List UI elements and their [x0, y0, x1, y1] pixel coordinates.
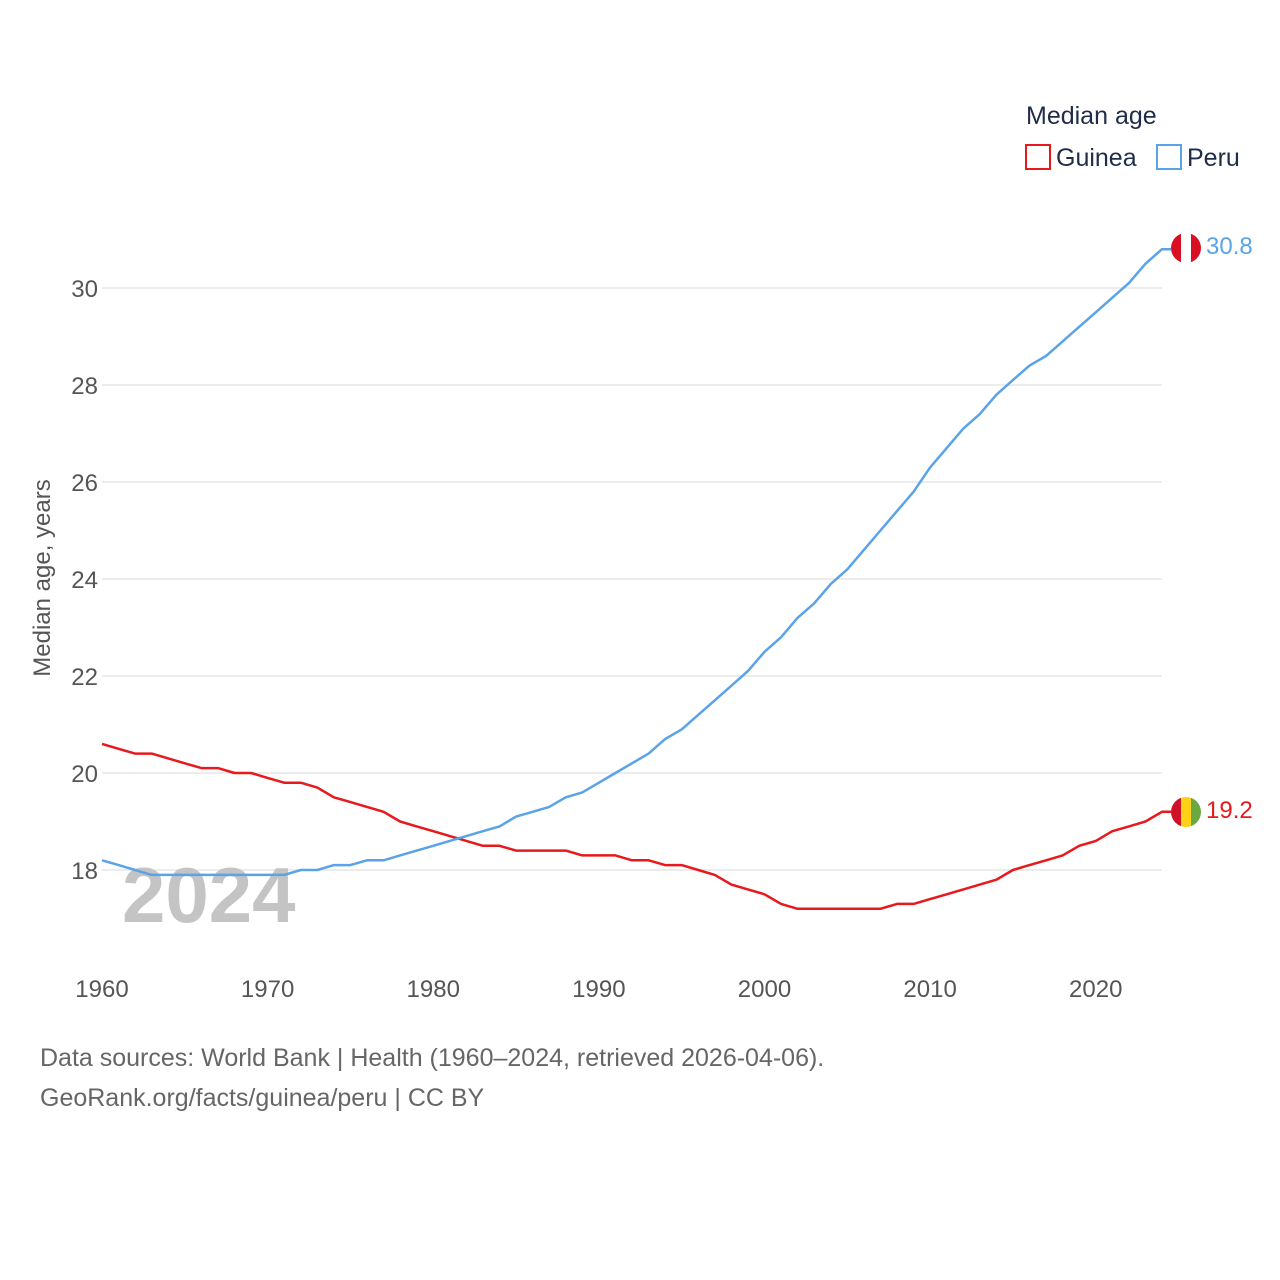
legend-swatch-peru	[1156, 144, 1182, 170]
legend-swatch-guinea	[1025, 144, 1051, 170]
year-watermark: 2024	[122, 851, 296, 939]
x-tick-label: 2010	[903, 976, 956, 1003]
x-tick-label: 1960	[75, 976, 128, 1003]
x-tick-label: 2000	[738, 976, 791, 1003]
end-label-peru: 30.8	[1206, 233, 1253, 260]
y-axis-title: Median age, years	[29, 479, 56, 676]
y-tick-label: 24	[71, 567, 98, 594]
y-axis-ticks: 18 20 22 24 26 28 30	[71, 276, 98, 885]
x-tick-label: 1990	[572, 976, 625, 1003]
guinea-flag-icon	[1171, 797, 1201, 827]
gridlines	[102, 287, 1162, 871]
x-tick-label: 1970	[241, 976, 294, 1003]
footer-sources: Data sources: World Bank | Health (1960–…	[40, 1044, 825, 1072]
legend: Median age Guinea Peru	[1025, 102, 1240, 172]
y-tick-label: 20	[71, 761, 98, 788]
y-tick-label: 26	[71, 470, 98, 497]
y-tick-label: 28	[71, 373, 98, 400]
y-tick-label: 18	[71, 858, 98, 885]
peru-flag-icon	[1171, 233, 1201, 263]
legend-label-guinea: Guinea	[1056, 144, 1137, 172]
series-lines	[101, 247, 1171, 911]
legend-item-guinea[interactable]: Guinea	[1025, 144, 1137, 172]
x-tick-label: 1980	[407, 976, 460, 1003]
x-tick-label: 2020	[1069, 976, 1122, 1003]
legend-item-peru[interactable]: Peru	[1156, 144, 1240, 172]
y-tick-label: 30	[71, 276, 98, 303]
end-label-guinea: 19.2	[1206, 797, 1253, 824]
footer-credit[interactable]: GeoRank.org/facts/guinea/peru | CC BY	[40, 1084, 485, 1112]
series-line-guinea[interactable]	[101, 742, 1171, 911]
legend-title: Median age	[1026, 102, 1157, 130]
x-axis-ticks: 1960 1970 1980 1990 2000 2010 2020	[75, 976, 1122, 1003]
legend-label-peru: Peru	[1187, 144, 1240, 172]
y-tick-label: 22	[71, 664, 98, 691]
series-line-peru[interactable]	[101, 247, 1171, 877]
